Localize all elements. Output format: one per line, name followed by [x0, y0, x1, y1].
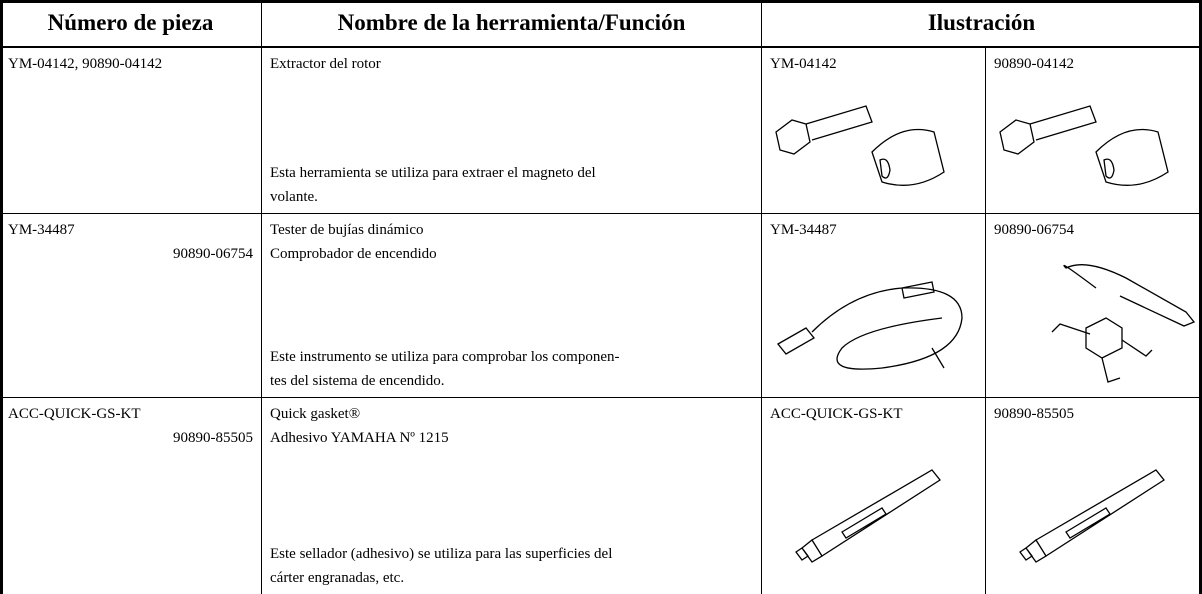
- illustration-cell: YM-04142: [762, 48, 986, 214]
- left-rule: [0, 0, 3, 594]
- part-number: 90890-85505: [173, 430, 253, 446]
- name-cell: Tester de bujías dinámico Comprobador de…: [262, 214, 762, 398]
- tool-name: Tester de bujías dinámico: [270, 222, 424, 238]
- illustration-cell: 90890-85505: [986, 398, 1202, 594]
- part-number: YM-04142, 90890-04142: [8, 56, 163, 72]
- tool-name: Extractor del rotor: [270, 56, 381, 72]
- part-cell: YM-04142, 90890-04142: [0, 48, 262, 214]
- puller-illustration: [999, 105, 1169, 186]
- description-line: cárter engranadas, etc.: [270, 570, 405, 586]
- right-rule: [1199, 0, 1202, 594]
- description-line: Este sellador (adhesivo) se utiliza para…: [270, 546, 613, 562]
- part-cell: YM-34487 90890-06754: [0, 214, 262, 398]
- header-cell: Número de pieza: [0, 0, 262, 48]
- illustration-label: ACC-QUICK-GS-KT: [770, 406, 903, 422]
- description: Este instrumento se utiliza para comprob…: [270, 345, 753, 393]
- header-cell: Nombre de la herramienta/Función: [262, 0, 762, 48]
- part-number: 90890-06754: [173, 246, 253, 262]
- name-cell: Quick gasket® Adhesivo YAMAHA Nº 1215 Es…: [262, 398, 762, 594]
- illustration-label: 90890-06754: [994, 222, 1074, 238]
- illustration-cell: YM-34487: [762, 214, 986, 398]
- illustration-label: 90890-85505: [994, 406, 1074, 422]
- top-rule: [0, 0, 1202, 3]
- tool-name: Quick gasket®: [270, 406, 361, 422]
- part-number: ACC-QUICK-GS-KT: [8, 406, 141, 422]
- name-cell: Extractor del rotor Esta herramienta se …: [262, 48, 762, 214]
- tool-name: Comprobador de encendido: [270, 246, 437, 262]
- tool-name: Adhesivo YAMAHA Nº 1215: [270, 430, 449, 446]
- tester-illustration: [777, 281, 963, 370]
- part-number: YM-34487: [8, 222, 75, 238]
- tube-illustration: [1019, 469, 1165, 563]
- description: Este sellador (adhesivo) se utiliza para…: [270, 542, 753, 590]
- description-line: Este instrumento se utiliza para comprob…: [270, 349, 620, 365]
- description-line: Esta herramienta se utiliza para extraer…: [270, 165, 596, 181]
- illustration-cell: ACC-QUICK-GS-KT: [762, 398, 986, 594]
- description: Esta herramienta se utiliza para extraer…: [270, 161, 753, 209]
- tube-illustration: [795, 469, 941, 563]
- description-line: tes del sistema de encendido.: [270, 373, 445, 389]
- illustration-cell: 90890-04142: [986, 48, 1202, 214]
- tester-illustration: [1051, 264, 1196, 383]
- puller-illustration: [775, 105, 945, 186]
- part-cell: ACC-QUICK-GS-KT 90890-85505: [0, 398, 262, 594]
- illustration-label: YM-34487: [770, 222, 837, 238]
- description-line: volante.: [270, 189, 318, 205]
- illustration-label: 90890-04142: [994, 56, 1074, 72]
- illustration-label: YM-04142: [770, 56, 837, 72]
- illustration-cell: 90890-06754: [986, 214, 1202, 398]
- header-cell: Ilustración: [762, 0, 1202, 48]
